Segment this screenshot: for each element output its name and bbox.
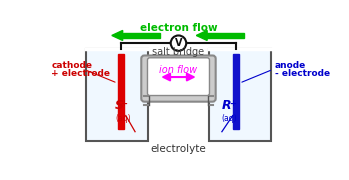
Bar <box>233 54 238 129</box>
FancyBboxPatch shape <box>141 55 216 102</box>
Text: (aq): (aq) <box>222 114 238 123</box>
Text: R: R <box>222 99 231 112</box>
Text: +: + <box>120 98 127 107</box>
Polygon shape <box>196 30 207 40</box>
Text: + electrode: + electrode <box>51 69 110 78</box>
Text: +: + <box>229 98 236 107</box>
Bar <box>118 54 124 129</box>
Text: cathode: cathode <box>51 61 92 70</box>
Bar <box>86 49 148 141</box>
Bar <box>123 33 160 38</box>
Bar <box>209 49 271 141</box>
Text: anode: anode <box>275 61 306 70</box>
FancyBboxPatch shape <box>148 58 209 96</box>
Text: V: V <box>175 38 182 48</box>
Text: salt bridge: salt bridge <box>153 47 205 57</box>
Text: (aq): (aq) <box>115 114 131 123</box>
Polygon shape <box>112 30 123 40</box>
Text: ion flow: ion flow <box>159 65 198 75</box>
Text: - electrode: - electrode <box>275 69 330 78</box>
Bar <box>207 33 244 38</box>
Text: electrolyte: electrolyte <box>151 144 206 154</box>
Text: S: S <box>115 99 124 112</box>
Text: electron flow: electron flow <box>140 23 217 33</box>
Circle shape <box>171 35 186 51</box>
